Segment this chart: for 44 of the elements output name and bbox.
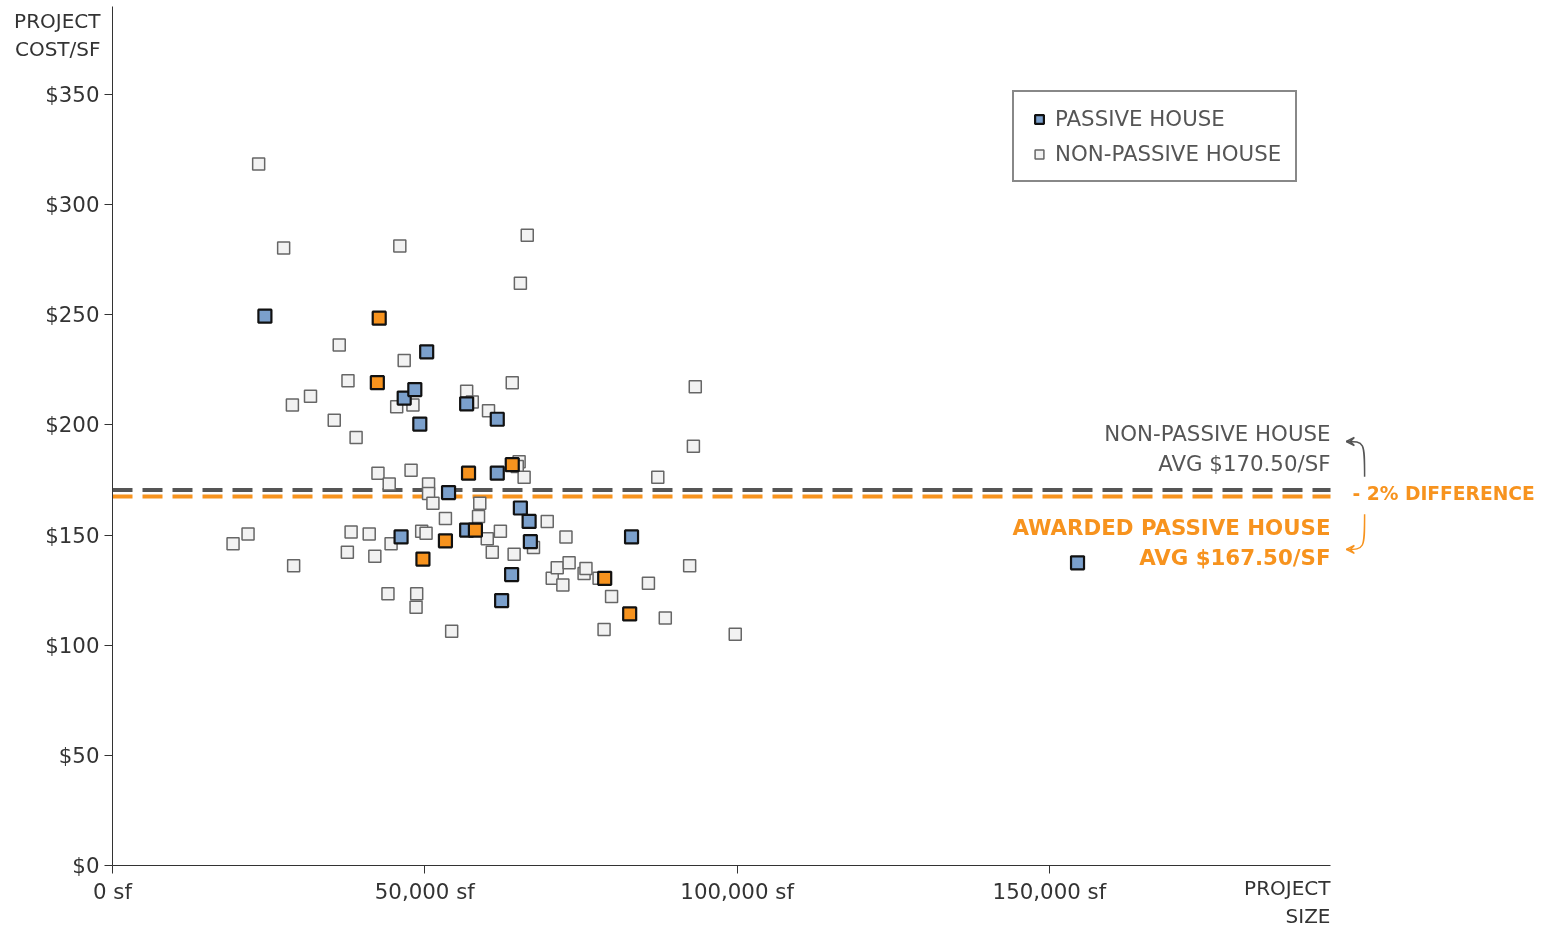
- x-tick-label: 100,000 sf: [680, 878, 795, 904]
- y-tick-label: $0: [72, 853, 100, 878]
- point: [1069, 555, 1086, 571]
- point: [522, 534, 538, 550]
- legend-label: NON-PASSIVE HOUSE: [1055, 141, 1282, 166]
- y-tick-label: $250: [45, 302, 100, 328]
- y-tick-label: $150: [45, 522, 100, 548]
- point: [412, 416, 428, 432]
- point: [622, 606, 638, 622]
- y-tick-label: $200: [45, 412, 100, 438]
- y-tick-label: $300: [45, 192, 100, 218]
- point: [597, 570, 613, 586]
- x-tick-label: 50,000 sf: [374, 878, 476, 904]
- y-tick-label: $100: [45, 632, 100, 658]
- point: [437, 533, 454, 549]
- point: [460, 465, 477, 481]
- x-tick-label: 150,000 sf: [992, 878, 1107, 904]
- point: [257, 308, 273, 324]
- point: [521, 513, 537, 530]
- y-tick-label: $350: [45, 82, 100, 108]
- y-tick-label: $50: [58, 742, 100, 768]
- text: - 2% DIFFERENCE: [1352, 482, 1535, 504]
- point: [419, 344, 435, 360]
- point: [440, 485, 457, 501]
- point: [623, 529, 640, 545]
- x-axis-title: PROJECT SIZE: [1244, 875, 1332, 929]
- point: [459, 396, 475, 412]
- point: [371, 310, 387, 326]
- point: [467, 522, 483, 538]
- point: [489, 465, 505, 481]
- point: [407, 381, 423, 398]
- point: [494, 592, 510, 609]
- point: [489, 411, 505, 427]
- point: [512, 500, 528, 516]
- point: [504, 457, 520, 473]
- point: [393, 529, 409, 545]
- point: [415, 551, 431, 567]
- y-axis-title: PROJECT COST/SF: [14, 8, 102, 62]
- ref-line-label: NON-PASSIVE HOUSE AVG $170.50/SF: [1104, 420, 1331, 476]
- point: [369, 375, 385, 391]
- x-tick-label: 0 sf: [93, 878, 133, 904]
- ref-line-label: AWARDED PASSIVE HOUSE AVG $167.50/SF: [1012, 514, 1331, 570]
- point: [504, 566, 520, 583]
- legend-label: PASSIVE HOUSE: [1055, 106, 1225, 131]
